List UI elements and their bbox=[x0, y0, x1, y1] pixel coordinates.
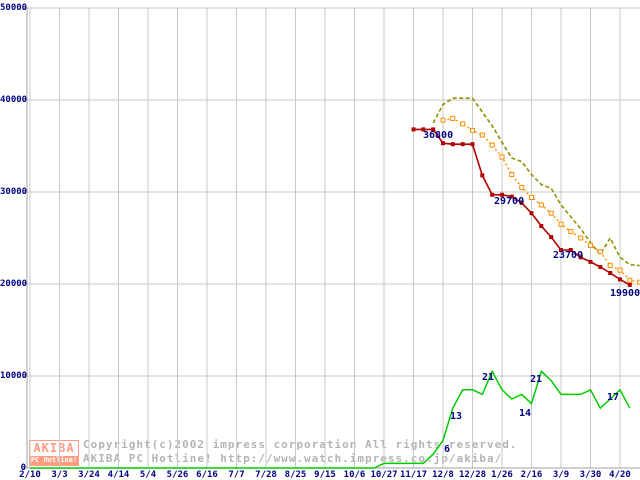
lowest-price-marker bbox=[411, 127, 416, 132]
y-tick-label: 20000 bbox=[0, 279, 28, 289]
lowest-price-marker bbox=[450, 142, 455, 147]
x-tick-label: 2/16 bbox=[520, 470, 543, 480]
x-tick-label: 9/15 bbox=[314, 470, 336, 480]
lowest-price-marker bbox=[480, 173, 485, 178]
x-tick-label: 7/28 bbox=[255, 470, 277, 480]
y-tick-label: 10000 bbox=[0, 371, 28, 381]
x-tick-label: 4/14 bbox=[107, 470, 130, 480]
average-price-marker bbox=[529, 195, 534, 200]
logo-title: AKIBA bbox=[33, 441, 75, 455]
lowest-price-marker bbox=[627, 282, 632, 287]
average-price-marker bbox=[538, 202, 544, 208]
average-price-marker bbox=[627, 277, 633, 283]
value-annotation: 21 bbox=[482, 372, 495, 383]
average-price-marker bbox=[489, 142, 495, 148]
lowest-price-marker bbox=[618, 277, 622, 282]
average-price-marker bbox=[519, 184, 525, 190]
highest-price-line bbox=[432, 97, 640, 267]
x-tick-label: 4/20 bbox=[609, 470, 631, 480]
lowest-price-marker bbox=[549, 235, 554, 240]
x-tick-label: 5/26 bbox=[166, 470, 189, 480]
average-price-marker bbox=[548, 210, 554, 216]
value-annotation: 23700 bbox=[553, 250, 584, 261]
x-tick-label: 3/9 bbox=[552, 470, 570, 480]
value-annotation: 6 bbox=[444, 444, 451, 455]
value-annotation: 14 bbox=[519, 408, 532, 419]
x-tick-label: 12/28 bbox=[458, 470, 487, 480]
x-tick-label: 11/17 bbox=[399, 470, 428, 480]
x-tick-label: 6/16 bbox=[196, 470, 218, 480]
lowest-price-marker bbox=[608, 271, 613, 275]
x-tick-label: 8/25 bbox=[284, 470, 307, 480]
average-price-marker bbox=[460, 121, 466, 127]
average-price-marker bbox=[607, 263, 613, 269]
lowest-price-marker bbox=[598, 265, 603, 269]
average-price-marker bbox=[588, 242, 593, 248]
x-tick-label: 10/27 bbox=[370, 470, 398, 480]
value-annotation: 13 bbox=[450, 411, 463, 422]
average-price-marker bbox=[558, 221, 564, 227]
value-annotation: 17 bbox=[607, 392, 620, 403]
x-tick-label: 3/3 bbox=[51, 470, 68, 480]
average-price-marker bbox=[450, 115, 456, 121]
value-annotation: 29700 bbox=[494, 196, 525, 207]
x-tick-label: 10/6 bbox=[343, 470, 366, 480]
copyright-line: Copyright(c)2002 impress corporation All… bbox=[83, 438, 518, 451]
x-tick-label: 2/10 bbox=[19, 470, 41, 480]
value-annotation: 19900 bbox=[610, 288, 640, 299]
y-tick-label: 30000 bbox=[0, 187, 28, 197]
average-price-marker bbox=[499, 154, 505, 160]
x-tick-label: 5/4 bbox=[139, 470, 157, 480]
average-price-marker bbox=[440, 117, 446, 123]
x-tick-label: 12/8 bbox=[432, 470, 454, 480]
average-price-marker bbox=[578, 235, 584, 241]
lowest-price-marker bbox=[539, 224, 544, 228]
y-tick-label: 40000 bbox=[0, 95, 28, 105]
average-price-line bbox=[442, 117, 640, 283]
x-tick-label: 1/26 bbox=[491, 470, 513, 480]
x-tick-label: 7/7 bbox=[228, 470, 245, 480]
lowest-price-marker bbox=[460, 142, 465, 147]
lowest-price-marker bbox=[588, 259, 593, 264]
value-annotation: 21 bbox=[530, 374, 543, 385]
average-price-marker bbox=[479, 132, 485, 138]
akiba-pc-hotline-logo: AKIBA PC Hotline! bbox=[29, 440, 79, 466]
x-tick-label: 3/30 bbox=[579, 470, 602, 480]
average-price-marker bbox=[470, 127, 475, 133]
logo-subtitle: PC Hotline! bbox=[30, 456, 78, 465]
website-url-line: AKIBA PC Hotline! http://www.watch.impre… bbox=[83, 452, 503, 465]
lowest-price-marker bbox=[470, 142, 475, 147]
average-price-marker bbox=[568, 229, 574, 235]
y-tick-label: 50000 bbox=[0, 3, 28, 13]
average-price-marker bbox=[597, 249, 603, 255]
average-price-marker bbox=[617, 267, 623, 273]
value-annotation: 36800 bbox=[423, 130, 454, 141]
average-price-marker bbox=[509, 172, 515, 177]
x-tick-label: 3/24 bbox=[78, 470, 100, 480]
lowest-price-marker bbox=[529, 211, 534, 216]
